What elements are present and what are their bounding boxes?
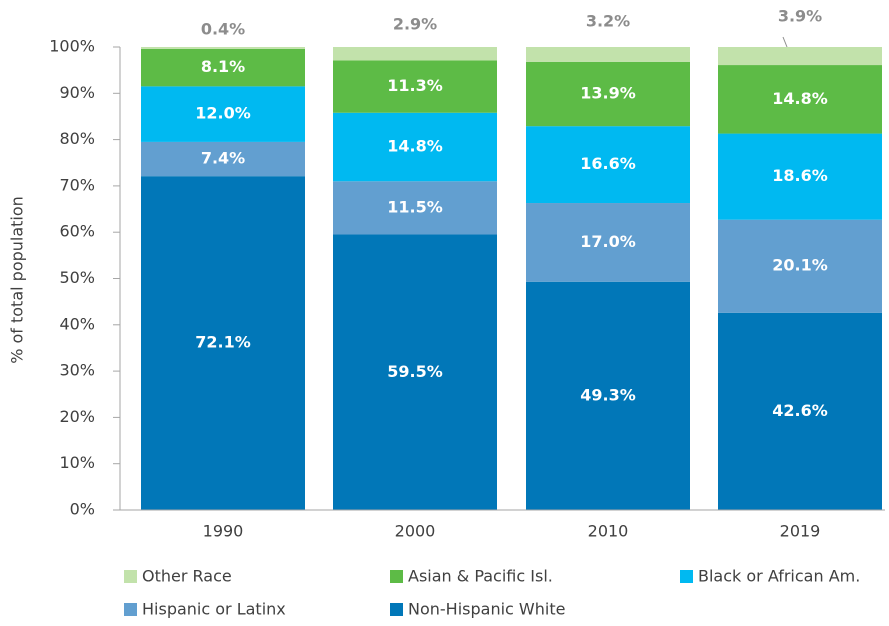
leader-line xyxy=(782,36,788,48)
bar-segment xyxy=(333,181,497,235)
legend-label: Other Race xyxy=(142,567,232,586)
legend-swatch xyxy=(390,570,403,583)
data-label: 3.9% xyxy=(778,7,822,26)
data-label: 59.5% xyxy=(387,362,443,381)
bar-segment xyxy=(141,86,305,142)
bar-segment xyxy=(333,112,497,182)
bar-segment xyxy=(526,281,690,510)
data-label: 13.9% xyxy=(580,83,636,102)
bar-segment xyxy=(526,126,690,204)
bar-segment xyxy=(718,133,882,220)
y-tick-label: 0% xyxy=(70,500,95,519)
y-tick-label: 80% xyxy=(59,129,95,148)
bar-segment xyxy=(141,48,305,87)
legend-label: Black or African Am. xyxy=(698,567,860,586)
legend-swatch xyxy=(680,570,693,583)
bar-segment xyxy=(718,312,882,510)
bar-segment xyxy=(333,234,497,510)
legend-swatch xyxy=(390,603,403,616)
x-tick-label: 2010 xyxy=(588,522,629,541)
bar-segment xyxy=(718,219,882,313)
data-label: 8.1% xyxy=(201,57,245,76)
data-label: 16.6% xyxy=(580,154,636,173)
bar-segment xyxy=(141,176,305,510)
y-tick-label: 70% xyxy=(59,175,95,194)
bar-segment xyxy=(141,47,305,49)
legend-swatch xyxy=(124,570,137,583)
legend-swatch xyxy=(124,603,137,616)
legend-label: Hispanic or Latinx xyxy=(142,600,286,619)
x-tick-label: 2019 xyxy=(780,522,821,541)
bar-segment xyxy=(333,47,497,61)
data-label: 17.0% xyxy=(580,232,636,251)
y-tick-label: 10% xyxy=(59,453,95,472)
data-label: 11.5% xyxy=(387,197,443,216)
y-tick-label: 90% xyxy=(59,83,95,102)
x-tick-label: 1990 xyxy=(203,522,244,541)
data-label: 12.0% xyxy=(195,104,251,123)
y-tick-label: 30% xyxy=(59,361,95,380)
data-label: 2.9% xyxy=(393,15,437,34)
data-label: 14.8% xyxy=(387,137,443,156)
data-label: 11.3% xyxy=(387,76,443,95)
y-tick-label: 40% xyxy=(59,314,95,333)
legend-label: Asian & Pacific Isl. xyxy=(408,567,553,586)
data-label: 0.4% xyxy=(201,20,245,39)
bar-segment xyxy=(718,65,882,134)
bar-segment xyxy=(526,47,690,62)
data-label: 72.1% xyxy=(195,333,251,352)
y-tick-label: 50% xyxy=(59,268,95,287)
data-label: 7.4% xyxy=(201,149,245,168)
bar-segment xyxy=(526,203,690,282)
x-tick-label: 2000 xyxy=(395,522,436,541)
data-label: 14.8% xyxy=(772,89,828,108)
y-tick-label: 20% xyxy=(59,407,95,426)
y-axis-label: % of total population xyxy=(8,196,27,364)
bar-segment xyxy=(333,60,497,113)
y-tick-label: 60% xyxy=(59,222,95,241)
data-label: 20.1% xyxy=(772,256,828,275)
data-label: 42.6% xyxy=(772,401,828,420)
data-label: 3.2% xyxy=(586,12,630,31)
data-label: 18.6% xyxy=(772,166,828,185)
bar-segment xyxy=(526,61,690,127)
y-tick-label: 100% xyxy=(49,37,95,56)
bar-segment xyxy=(141,141,305,177)
legend-label: Non-Hispanic White xyxy=(408,600,565,619)
bar-segment xyxy=(718,47,882,66)
data-label: 49.3% xyxy=(580,385,636,404)
